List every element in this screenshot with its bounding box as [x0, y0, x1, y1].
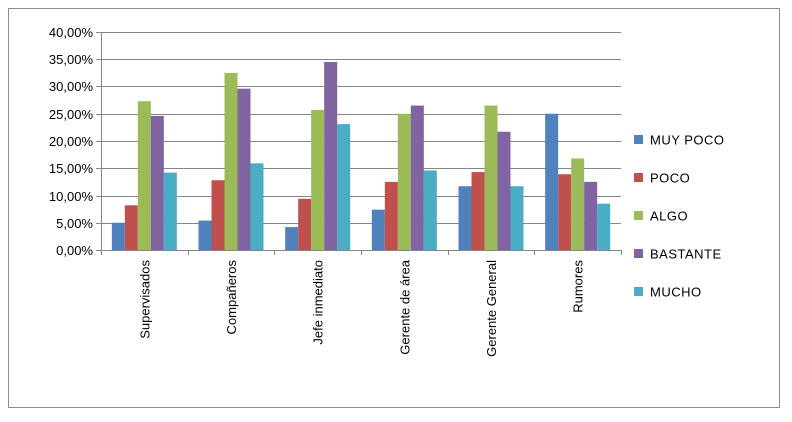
legend-swatch: [634, 211, 643, 220]
y-tick-label: 40,00%: [49, 25, 94, 40]
category-label: Compañeros: [224, 260, 239, 335]
bar: [111, 222, 125, 250]
legend-swatch: [634, 249, 643, 258]
bar: [124, 205, 138, 250]
category-label: Gerente de área: [397, 259, 412, 354]
y-tick-label: 25,00%: [49, 107, 94, 122]
bar: [410, 105, 424, 250]
category-label: Rumores: [571, 260, 586, 313]
legend-label: BASTANTE: [650, 247, 722, 262]
y-tick-labels: 0,00% 5,00% 10,00% 15,00% 20,00% 25,00% 30,00%…: [49, 25, 94, 258]
bar: [371, 209, 385, 250]
bar: [545, 113, 559, 250]
chart-frame: 0,00% 5,00% 10,00% 15,00% 20,00% 25,00% 30,00%…: [8, 8, 780, 408]
bar: [384, 181, 398, 251]
legend-swatch: [634, 287, 643, 296]
y-tick-label: 30,00%: [49, 79, 94, 94]
bar: [324, 61, 338, 251]
legend-label: MUY POCO: [650, 133, 725, 148]
bar: [458, 186, 472, 250]
y-tick-label: 5,00%: [56, 216, 93, 231]
y-tick-label: 20,00%: [49, 134, 94, 149]
bar: [571, 158, 585, 250]
bar: [224, 72, 238, 251]
legend-swatch: [634, 135, 643, 144]
bar-chart: 0,00% 5,00% 10,00% 15,00% 20,00% 25,00% 30,00%…: [49, 25, 725, 357]
bar: [423, 170, 437, 250]
bar: [471, 172, 485, 250]
gridlines: [101, 32, 621, 224]
y-tick-label: 35,00%: [49, 52, 94, 67]
category-labels: Supervisados Compañeros Jefe inmediato Gere…: [137, 259, 585, 357]
y-tick-label: 15,00%: [49, 161, 94, 176]
bar: [510, 186, 524, 250]
bars: [111, 61, 611, 251]
bar: [497, 131, 511, 250]
bar: [237, 88, 251, 251]
bar: [163, 172, 177, 250]
y-tick-label: 0,00%: [56, 243, 93, 258]
y-tick-label: 10,00%: [49, 189, 94, 204]
bar: [558, 174, 572, 250]
bar: [150, 115, 164, 251]
bar: [250, 163, 264, 250]
bar: [584, 181, 598, 251]
bar: [337, 124, 351, 250]
category-label: Gerente General: [484, 260, 499, 357]
bar: [298, 198, 312, 250]
bar: [198, 220, 212, 250]
legend-label: MUCHO: [650, 285, 702, 300]
bar: [285, 227, 299, 250]
legend-swatch: [634, 173, 643, 182]
legend-label: ALGO: [650, 209, 688, 224]
bar: [311, 109, 325, 250]
category-label: Jefe inmediato: [311, 260, 326, 345]
bar: [137, 101, 151, 250]
axes: [96, 32, 622, 255]
bar: [211, 180, 225, 250]
legend: MUY POCO POCO ALGO BASTANTE MUCHO: [634, 133, 725, 300]
bar: [484, 105, 498, 250]
bar: [597, 203, 611, 250]
category-label: Supervisados: [137, 260, 152, 339]
bar: [397, 113, 411, 250]
legend-label: POCO: [650, 171, 690, 186]
